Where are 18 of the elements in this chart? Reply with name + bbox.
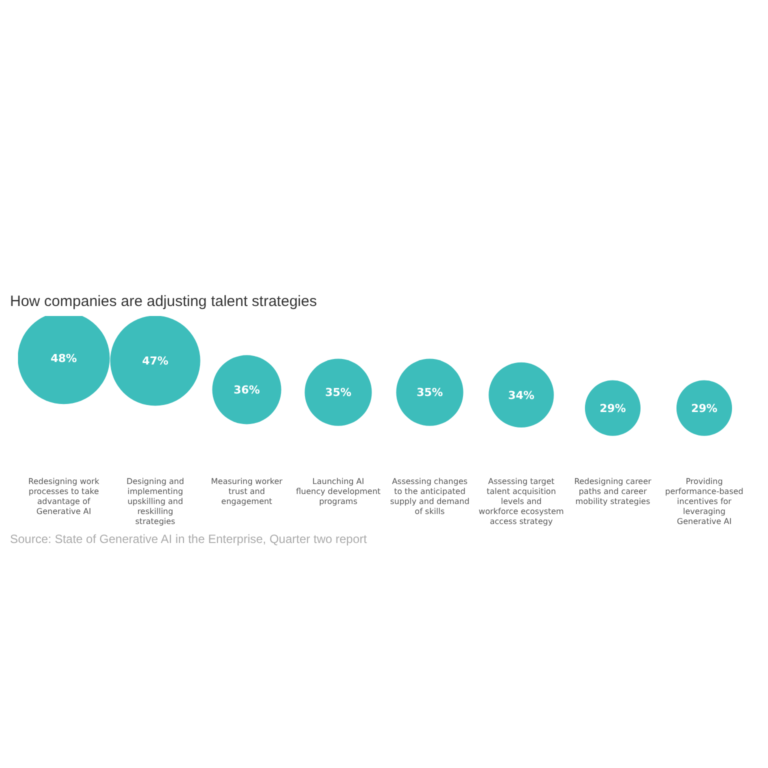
category-label: Designing and implementing upskilling and reskilling strategies (126, 477, 184, 526)
source-note: Source: State of Generative AI in the Enterprise, Quarter two report (10, 532, 368, 546)
category-label: Assessing changes to the anticipated supply and demand of skills (390, 477, 470, 516)
data-label: 35% (325, 386, 352, 400)
text: How companies are adjusting talent strategies (10, 293, 318, 310)
category-label: Redesigning career paths and career mobility strategies (574, 477, 652, 506)
data-label: 29% (691, 402, 718, 416)
category-label: Providing performance-based incentives for leveraging Generative AI (665, 477, 744, 526)
category-label: Assessing target talent acquisition levels and workforce ecosystem access strategy (478, 477, 564, 526)
data-label: 29% (600, 402, 626, 416)
data-label: 36% (234, 384, 260, 397)
data-label: 47% (142, 354, 168, 368)
data-label: 34% (508, 388, 534, 402)
data-label: 48% (50, 352, 77, 366)
category-label: Measuring worker trust and engagement (211, 477, 284, 506)
data-label: 35% (416, 386, 443, 400)
category-label: Redesigning work processes to take advantage of Generative AI (28, 477, 100, 516)
category-label: Launching AI fluency development programs (296, 477, 381, 506)
